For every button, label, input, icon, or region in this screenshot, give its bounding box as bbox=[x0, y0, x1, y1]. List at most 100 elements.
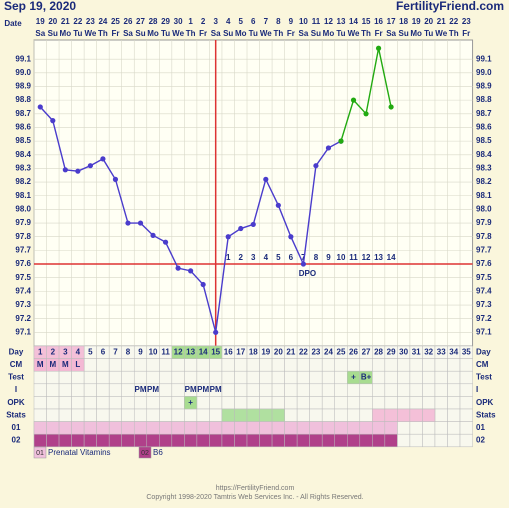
temp-point bbox=[250, 221, 256, 228]
weekday-label: Fr bbox=[287, 29, 295, 38]
day-number: 15 bbox=[211, 347, 220, 356]
date-label: 16 bbox=[374, 17, 383, 26]
table-cell bbox=[271, 396, 285, 410]
day-number: 35 bbox=[462, 347, 471, 356]
table-cell bbox=[71, 408, 85, 422]
date-label: 12 bbox=[324, 17, 333, 26]
site-name[interactable]: FertilityFriend.com bbox=[396, 0, 504, 13]
row-label-right: Stats bbox=[476, 410, 496, 419]
dpo-number: 6 bbox=[289, 253, 294, 262]
row-span bbox=[234, 421, 248, 435]
y-tick-label: 97.4 bbox=[15, 286, 31, 295]
row-span bbox=[372, 433, 386, 448]
table-cell bbox=[321, 408, 335, 422]
row-label-right: 02 bbox=[476, 436, 485, 445]
table-cell bbox=[397, 358, 411, 372]
table-cell bbox=[384, 396, 398, 410]
table-cell bbox=[372, 370, 386, 385]
day-highlight bbox=[209, 345, 223, 359]
table-cell bbox=[459, 421, 473, 435]
row-label: Test bbox=[8, 373, 24, 382]
row-span bbox=[33, 433, 47, 448]
temp-point bbox=[313, 163, 319, 169]
y-tick-label-right: 98.9 bbox=[476, 82, 492, 91]
table-cell bbox=[296, 383, 310, 397]
y-tick-label: 98.5 bbox=[15, 136, 31, 145]
date-label: 5 bbox=[239, 17, 244, 26]
dpo-number: 13 bbox=[374, 253, 383, 262]
temp-point bbox=[375, 45, 382, 51]
weekday-label: Fr bbox=[111, 29, 119, 38]
row-label: 01 bbox=[12, 423, 21, 432]
table-cell bbox=[146, 370, 160, 385]
row-span bbox=[83, 433, 97, 448]
row-label: I bbox=[15, 385, 17, 394]
table-cell bbox=[58, 408, 72, 422]
weekday-label: Th bbox=[186, 29, 196, 38]
y-tick-label: 97.5 bbox=[15, 273, 31, 282]
temp-point bbox=[263, 176, 269, 182]
row-span bbox=[384, 433, 398, 448]
table-cell bbox=[397, 396, 411, 410]
temp-point bbox=[75, 168, 81, 174]
table-cell bbox=[434, 370, 448, 385]
table-cell bbox=[409, 383, 423, 397]
row-label-right: I bbox=[476, 385, 478, 394]
table-cell bbox=[171, 408, 185, 422]
row-span bbox=[409, 408, 423, 422]
weekday-label: We bbox=[435, 29, 447, 38]
row-label: Stats bbox=[6, 410, 26, 419]
table-cell bbox=[409, 358, 423, 372]
date-label: 14 bbox=[349, 17, 358, 26]
y-tick-label: 97.2 bbox=[15, 314, 31, 323]
entry-cell bbox=[71, 358, 85, 372]
table-cell bbox=[384, 370, 398, 385]
table-cell bbox=[121, 396, 135, 410]
table-cell bbox=[83, 408, 97, 422]
table-cell bbox=[384, 383, 398, 397]
temp-point bbox=[225, 234, 231, 240]
day-number: 12 bbox=[174, 347, 183, 356]
table-cell bbox=[321, 370, 335, 385]
table-cell bbox=[434, 408, 448, 422]
table-cell bbox=[171, 370, 185, 385]
y-tick-label: 98.6 bbox=[15, 123, 31, 132]
day-number: 8 bbox=[126, 347, 131, 356]
row-span bbox=[284, 421, 298, 435]
temp-point bbox=[87, 163, 93, 169]
table-cell bbox=[234, 358, 248, 372]
entry-cell bbox=[359, 370, 373, 385]
y-tick-label: 98.8 bbox=[15, 95, 31, 104]
entry-text: B+ bbox=[361, 373, 372, 382]
table-cell bbox=[184, 408, 198, 422]
legend-code: 01 bbox=[36, 450, 44, 457]
date-label: 11 bbox=[312, 17, 321, 26]
day-number: 7 bbox=[113, 347, 118, 356]
weekday-label: Su bbox=[223, 29, 233, 38]
table-cell bbox=[284, 408, 298, 422]
table-cell bbox=[359, 383, 373, 397]
weekday-label: Tu bbox=[249, 29, 258, 38]
row-label-right: Test bbox=[476, 373, 492, 382]
day-number: 11 bbox=[161, 347, 170, 356]
row-span bbox=[321, 421, 335, 435]
table-cell bbox=[246, 358, 260, 372]
weekday-label: Su bbox=[135, 29, 145, 38]
row-label: CM bbox=[10, 360, 23, 369]
table-cell bbox=[271, 358, 285, 372]
weekday-label: We bbox=[260, 29, 272, 38]
date-label: 20 bbox=[424, 17, 433, 26]
y-tick-label: 98.1 bbox=[15, 191, 31, 200]
table-cell bbox=[284, 370, 298, 385]
table-cell bbox=[347, 408, 361, 422]
date-label: 19 bbox=[412, 17, 421, 26]
entry-text: + bbox=[351, 373, 356, 382]
table-cell bbox=[397, 433, 411, 448]
footer-url[interactable]: https://FertilityFriend.com bbox=[216, 485, 295, 492]
weekday-label: Th bbox=[273, 29, 283, 38]
table-cell bbox=[334, 370, 348, 385]
table-cell bbox=[33, 408, 47, 422]
weekday-label: Tu bbox=[161, 29, 170, 38]
row-span bbox=[133, 433, 148, 448]
